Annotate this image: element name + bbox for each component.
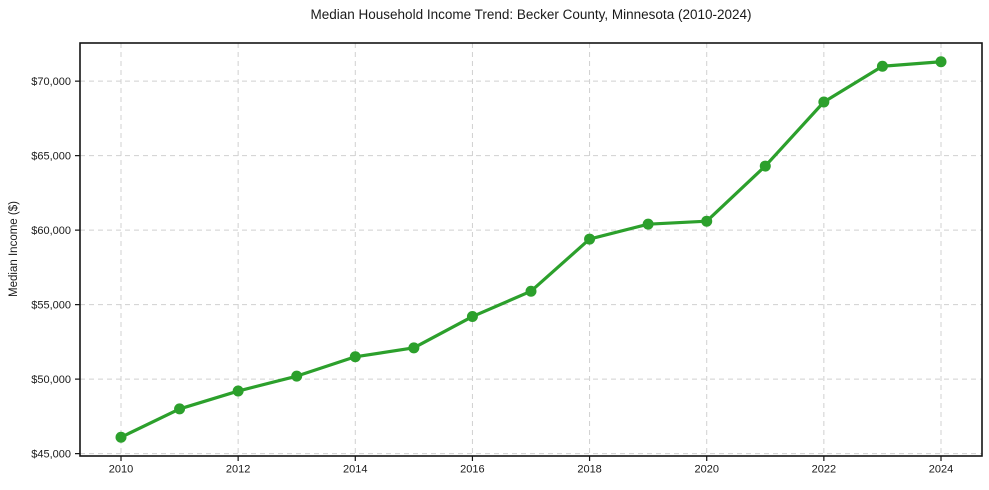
data-point [876, 60, 888, 72]
income-trend-line [119, 60, 943, 439]
data-point [291, 370, 303, 382]
data-point [818, 96, 830, 108]
data-point [408, 342, 420, 354]
data-point [466, 311, 478, 323]
x-tick-label: 2010 [109, 464, 133, 476]
x-tick-label: 2024 [929, 464, 953, 476]
y-tick-label: $60,000 [31, 225, 71, 237]
chart-title: Median Household Income Trend: Becker Co… [310, 7, 752, 22]
x-tick-label: 2020 [694, 464, 718, 476]
data-point [525, 285, 537, 297]
x-tick-label: 2016 [460, 464, 484, 476]
data-point [174, 403, 186, 415]
y-tick-label: $70,000 [31, 76, 71, 88]
y-tick-label: $55,000 [31, 299, 71, 311]
plot-frame [79, 42, 983, 457]
data-point [759, 160, 771, 172]
x-tick-label: 2022 [812, 464, 836, 476]
x-tick-label: 2018 [577, 464, 601, 476]
data-point [115, 431, 127, 443]
y-tick-label: $65,000 [31, 150, 71, 162]
data-point [642, 218, 654, 230]
data-point [232, 385, 244, 397]
y-tick-label: $45,000 [31, 448, 71, 460]
x-tick-label: 2014 [343, 464, 367, 476]
data-point [349, 351, 361, 363]
y-tick-label: $50,000 [31, 374, 71, 386]
data-point [584, 233, 596, 245]
x-tick-label: 2012 [226, 464, 250, 476]
data-point [935, 56, 947, 68]
data-point [701, 215, 713, 227]
